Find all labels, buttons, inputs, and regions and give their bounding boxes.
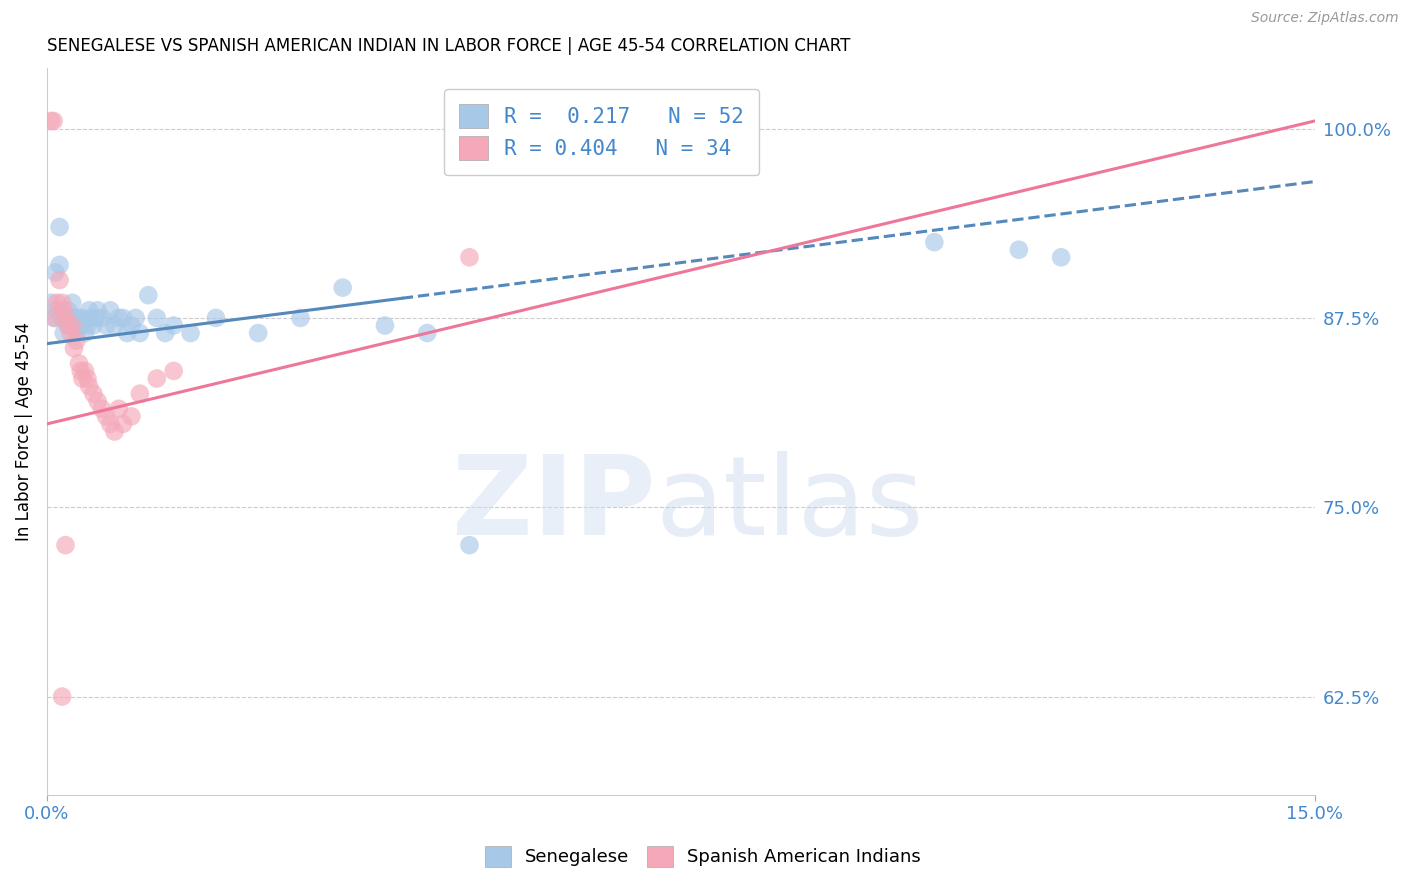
Point bbox=[59, 310, 82, 325]
Point bbox=[42, 310, 65, 325]
Point bbox=[1008, 243, 1031, 257]
Point bbox=[65, 310, 87, 325]
Point bbox=[60, 295, 83, 310]
Point bbox=[155, 326, 177, 340]
Point bbox=[124, 310, 146, 325]
Point bbox=[136, 288, 159, 302]
Point bbox=[60, 318, 83, 333]
Point bbox=[107, 401, 129, 416]
Point bbox=[98, 417, 121, 431]
Point bbox=[60, 318, 83, 333]
Point bbox=[52, 326, 75, 340]
Point bbox=[120, 409, 142, 424]
Point bbox=[73, 364, 96, 378]
Point bbox=[76, 371, 98, 385]
Point bbox=[46, 295, 69, 310]
Point bbox=[247, 326, 270, 340]
Point bbox=[39, 114, 62, 128]
Point bbox=[924, 235, 946, 249]
Point bbox=[52, 303, 75, 318]
Legend: R =  0.217   N = 52, R = 0.404   N = 34: R = 0.217 N = 52, R = 0.404 N = 34 bbox=[444, 89, 759, 175]
Point bbox=[77, 303, 100, 318]
Point bbox=[103, 318, 125, 333]
Point bbox=[65, 334, 87, 348]
Point bbox=[98, 303, 121, 318]
Point bbox=[56, 318, 79, 333]
Point bbox=[111, 417, 134, 431]
Point bbox=[63, 341, 86, 355]
Point bbox=[90, 310, 112, 325]
Point bbox=[90, 401, 112, 416]
Point bbox=[84, 310, 107, 325]
Point bbox=[103, 425, 125, 439]
Point bbox=[180, 326, 202, 340]
Text: atlas: atlas bbox=[655, 450, 924, 558]
Point bbox=[128, 326, 150, 340]
Point bbox=[72, 310, 94, 325]
Point bbox=[55, 538, 77, 552]
Point bbox=[46, 303, 69, 318]
Text: ZIP: ZIP bbox=[453, 450, 655, 558]
Point bbox=[56, 318, 79, 333]
Legend: Senegalese, Spanish American Indians: Senegalese, Spanish American Indians bbox=[478, 838, 928, 874]
Point bbox=[51, 690, 73, 704]
Point bbox=[69, 318, 91, 333]
Point bbox=[458, 250, 481, 264]
Point bbox=[86, 394, 108, 409]
Point bbox=[59, 326, 82, 340]
Point bbox=[67, 310, 90, 325]
Point bbox=[86, 303, 108, 318]
Point bbox=[51, 295, 73, 310]
Point bbox=[115, 326, 138, 340]
Point bbox=[205, 310, 228, 325]
Point bbox=[44, 310, 66, 325]
Point bbox=[145, 371, 167, 385]
Point bbox=[111, 310, 134, 325]
Point bbox=[73, 326, 96, 340]
Point bbox=[94, 409, 117, 424]
Point bbox=[107, 310, 129, 325]
Point bbox=[80, 310, 103, 325]
Point bbox=[76, 318, 98, 333]
Point bbox=[42, 114, 65, 128]
Point bbox=[332, 280, 354, 294]
Point bbox=[72, 371, 94, 385]
Point bbox=[48, 273, 70, 287]
Point bbox=[69, 364, 91, 378]
Point bbox=[290, 310, 312, 325]
Point bbox=[163, 318, 186, 333]
Point bbox=[94, 318, 117, 333]
Point bbox=[82, 386, 104, 401]
Point bbox=[120, 318, 142, 333]
Point bbox=[51, 310, 73, 325]
Text: Source: ZipAtlas.com: Source: ZipAtlas.com bbox=[1251, 11, 1399, 25]
Point bbox=[48, 220, 70, 235]
Point bbox=[55, 310, 77, 325]
Y-axis label: In Labor Force | Age 45-54: In Labor Force | Age 45-54 bbox=[15, 322, 32, 541]
Point bbox=[82, 318, 104, 333]
Point bbox=[128, 386, 150, 401]
Point bbox=[374, 318, 396, 333]
Point bbox=[63, 318, 86, 333]
Point bbox=[416, 326, 439, 340]
Point bbox=[163, 364, 186, 378]
Point bbox=[1050, 250, 1073, 264]
Point bbox=[145, 310, 167, 325]
Point bbox=[458, 538, 481, 552]
Point bbox=[67, 356, 90, 370]
Point bbox=[65, 326, 87, 340]
Point bbox=[56, 303, 79, 318]
Point bbox=[39, 295, 62, 310]
Point bbox=[55, 310, 77, 325]
Point bbox=[48, 258, 70, 272]
Point bbox=[44, 265, 66, 279]
Text: SENEGALESE VS SPANISH AMERICAN INDIAN IN LABOR FORCE | AGE 45-54 CORRELATION CHA: SENEGALESE VS SPANISH AMERICAN INDIAN IN… bbox=[46, 37, 851, 55]
Point bbox=[77, 379, 100, 393]
